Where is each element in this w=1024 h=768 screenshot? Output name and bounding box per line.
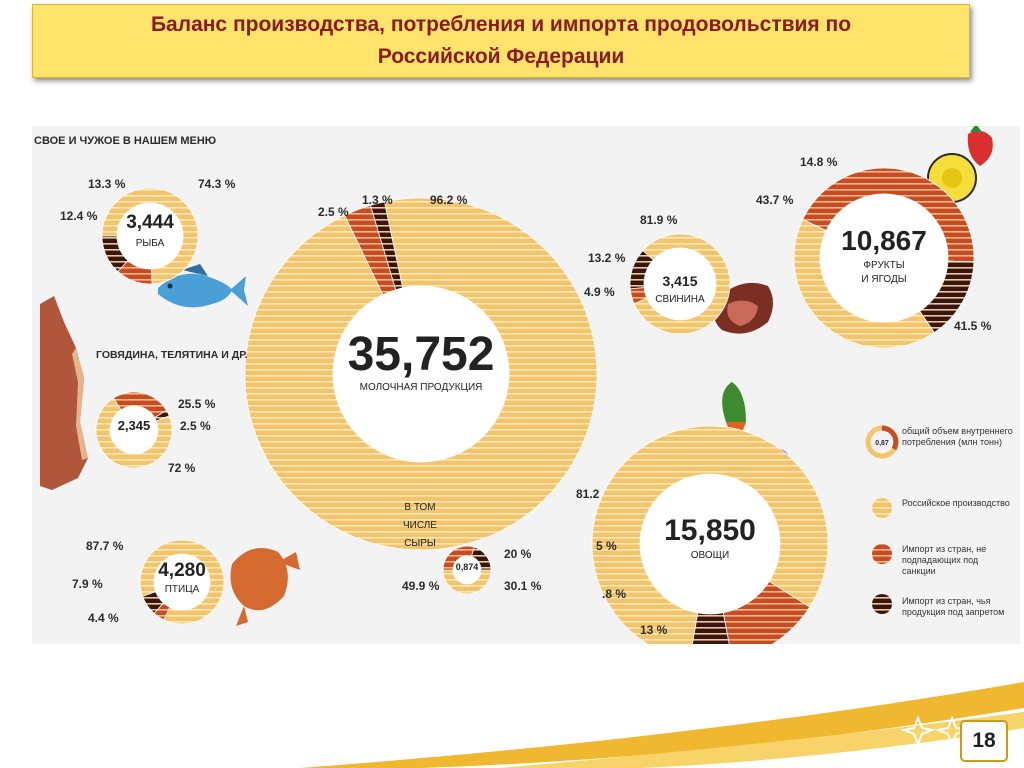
legend-consumption-sample: 0,87 <box>875 440 889 447</box>
donut-charts <box>95 167 975 644</box>
fish-icon <box>158 264 248 308</box>
infographic-heading: СВОЕ И ЧУЖОЕ В НАШЕМ МЕНЮ <box>34 135 216 147</box>
dairy-value: 35,752 <box>348 328 495 381</box>
dairy-pct-nonsanction: 2.5 % <box>318 205 349 219</box>
vegetables-label: ОВОЩИ <box>691 550 729 561</box>
page-number: 18 <box>960 720 1008 762</box>
legend-import-nonsanction-text: Импорт из стран, не подпадающих под санк… <box>902 544 987 576</box>
fruits-pct-domestic: 41.5 % <box>954 319 992 333</box>
vegetables-pct-nonsanction: 13 % <box>640 623 668 637</box>
infographic-svg: СВОЕ И ЧУЖОЕ В НАШЕМ МЕНЮ <box>34 126 1013 644</box>
dairy-pct-sanction: 1.3 % <box>362 193 393 207</box>
poultry-pct-sanction: 7.9 % <box>72 577 103 591</box>
poultry-pct-nonsanction: 4.4 % <box>88 611 119 625</box>
pork-label: СВИНИНА <box>655 294 705 305</box>
slide-title: Баланс производства, потребления и импор… <box>32 4 970 78</box>
vegetables-donut-hole <box>640 474 780 614</box>
fish-pct-domestic: 74.3 % <box>198 177 236 191</box>
legend-consumption-text: общий объем внутреннего потребления (млн… <box>902 426 1013 447</box>
vegetables-pct-sanction: .8 % <box>602 587 626 601</box>
legend-consumption: 0,87 общий объем внутреннего потребления… <box>865 425 1013 459</box>
dairy-donut-hole <box>333 286 509 462</box>
cheese-label-line3: СЫРЫ <box>404 538 436 549</box>
footer-swoosh <box>300 682 1024 768</box>
pork-pct-sanction: 13.2 % <box>588 251 626 265</box>
fruits-pct-sanction: 14.8 % <box>800 155 838 169</box>
beef-meat-icon <box>40 296 88 490</box>
cheese-label-line2: ЧИСЛЕ <box>403 520 437 531</box>
cheese-pct-sanction: 20 % <box>504 547 532 561</box>
cheese-pct-nonsanction: 30.1 % <box>504 579 542 593</box>
beef-value: 2,345 <box>118 418 151 433</box>
legend: 0,87 общий объем внутреннего потребления… <box>865 425 1013 617</box>
dairy-pct-domestic: 96.2 % <box>430 193 468 207</box>
cheese-pct-domestic: 49.9 % <box>402 579 440 593</box>
slide-title-line2: Российской Федерации <box>377 45 625 68</box>
fish-pct-sanction: 13.3 % <box>88 177 126 191</box>
poultry-label: ПТИЦА <box>165 584 200 595</box>
cheese-donut-hole <box>453 556 481 584</box>
beef-meat-fat <box>72 348 88 460</box>
fish-label: РЫБА <box>136 238 165 249</box>
pork-pct-nonsanction: 4.9 % <box>584 285 615 299</box>
beef-pct-nonsanction: 25.5 % <box>178 397 216 411</box>
fruits-label-line2: И ЯГОДЫ <box>861 274 906 285</box>
poultry-value: 4,280 <box>158 560 206 581</box>
legend-domestic-text: Российское производство <box>902 498 1010 508</box>
fruits-value: 10,867 <box>841 225 927 256</box>
vegetables-pct-domestic: 81.2 <box>576 487 600 501</box>
pork-value: 3,415 <box>662 273 697 289</box>
legend-import-sanction: Импорт из стран, чья продукция под запре… <box>872 594 1005 617</box>
fish-pct-nonsanction: 12.4 % <box>60 209 98 223</box>
legend-import-sanction-text: Импорт из стран, чья продукция под запре… <box>902 596 1005 617</box>
beef-pct-domestic: 72 % <box>168 461 196 475</box>
legend-import-nonsanction: Импорт из стран, не подпадающих под санк… <box>872 544 987 576</box>
pork-pct-domestic: 81.9 % <box>640 213 678 227</box>
beef-pct-sanction: 2.5 % <box>180 419 211 433</box>
cheese-value: 0,874 <box>456 562 479 572</box>
legend-domestic: Российское производство <box>872 498 1010 518</box>
fruits-donut-hole <box>820 194 948 322</box>
vegetables-value: 15,850 <box>664 514 756 547</box>
fruits-label-line1: ФРУКТЫ <box>863 260 904 271</box>
fish-value: 3,444 <box>126 212 174 233</box>
pork-donut-hole <box>644 248 716 320</box>
beef-donut-hole <box>110 406 158 454</box>
poultry-donut-hole <box>154 554 210 610</box>
fruits-icon <box>927 126 993 203</box>
cheese-label-line1: В ТОМ <box>404 502 435 513</box>
fruits-pct-nonsanction: 43.7 % <box>756 193 794 207</box>
beef-label: ГОВЯДИНА, ТЕЛЯТИНА И ДР. <box>96 349 248 361</box>
slide-title-line1: Баланс производства, потребления и импор… <box>150 13 852 36</box>
dairy-label: МОЛОЧНАЯ ПРОДУКЦИЯ <box>360 382 483 393</box>
vegetables-pct-extra: 5 % <box>596 539 617 553</box>
infographic-panel: СВОЕ И ЧУЖОЕ В НАШЕМ МЕНЮ <box>32 126 1020 644</box>
star-icon <box>900 715 970 747</box>
fish-donut-hole <box>117 203 183 269</box>
poultry-icon <box>230 548 300 626</box>
poultry-pct-domestic: 87.7 % <box>86 539 124 553</box>
